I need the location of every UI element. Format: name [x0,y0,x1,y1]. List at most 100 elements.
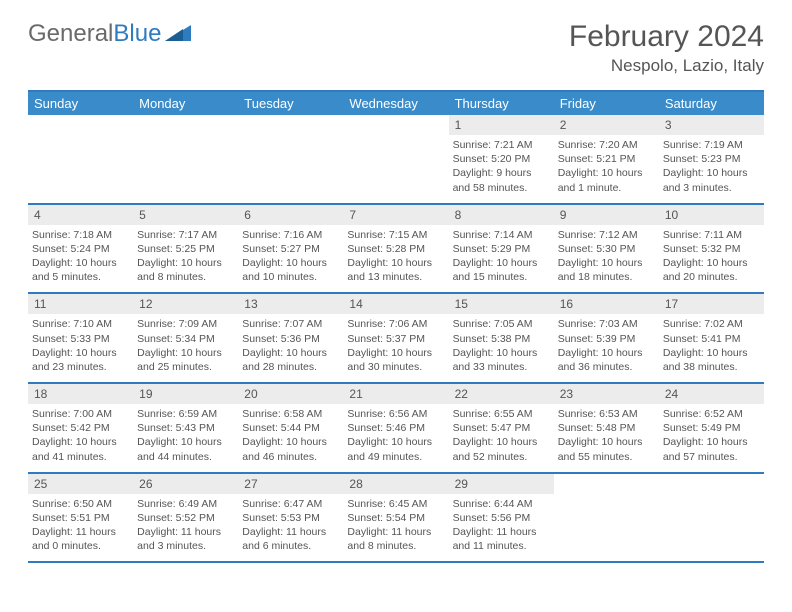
daylight-text: Daylight: 10 hours and 15 minutes. [453,256,550,284]
day-cell: 10Sunrise: 7:11 AMSunset: 5:32 PMDayligh… [659,205,764,293]
day-number: 3 [659,115,764,135]
day-number: 8 [449,205,554,225]
daylight-text: Daylight: 11 hours and 8 minutes. [347,525,444,553]
daylight-text: Daylight: 11 hours and 11 minutes. [453,525,550,553]
day-details: Sunrise: 6:52 AMSunset: 5:49 PMDaylight:… [659,404,764,472]
sunrise-text: Sunrise: 7:00 AM [32,407,129,421]
daylight-text: Daylight: 11 hours and 6 minutes. [242,525,339,553]
day-details: Sunrise: 6:53 AMSunset: 5:48 PMDaylight:… [554,404,659,472]
sunset-text: Sunset: 5:53 PM [242,511,339,525]
day-details: Sunrise: 7:15 AMSunset: 5:28 PMDaylight:… [343,225,448,293]
sunrise-text: Sunrise: 6:45 AM [347,497,444,511]
sunset-text: Sunset: 5:21 PM [558,152,655,166]
sunrise-text: Sunrise: 6:55 AM [453,407,550,421]
sunset-text: Sunset: 5:30 PM [558,242,655,256]
sunset-text: Sunset: 5:37 PM [347,332,444,346]
day-details: Sunrise: 7:18 AMSunset: 5:24 PMDaylight:… [28,225,133,293]
sunrise-text: Sunrise: 6:44 AM [453,497,550,511]
day-header: Saturday [659,92,764,115]
day-cell [133,115,238,203]
sunset-text: Sunset: 5:24 PM [32,242,129,256]
sunrise-text: Sunrise: 7:12 AM [558,228,655,242]
sunset-text: Sunset: 5:48 PM [558,421,655,435]
day-header: Wednesday [343,92,448,115]
day-number: 4 [28,205,133,225]
daylight-text: Daylight: 10 hours and 13 minutes. [347,256,444,284]
day-cell: 27Sunrise: 6:47 AMSunset: 5:53 PMDayligh… [238,474,343,562]
day-cell [659,474,764,562]
location: Nespolo, Lazio, Italy [569,56,764,76]
daylight-text: Daylight: 10 hours and 49 minutes. [347,435,444,463]
sunset-text: Sunset: 5:33 PM [32,332,129,346]
day-cell: 5Sunrise: 7:17 AMSunset: 5:25 PMDaylight… [133,205,238,293]
day-details: Sunrise: 7:06 AMSunset: 5:37 PMDaylight:… [343,314,448,382]
day-number: 20 [238,384,343,404]
sunrise-text: Sunrise: 6:47 AM [242,497,339,511]
daylight-text: Daylight: 10 hours and 38 minutes. [663,346,760,374]
daylight-text: Daylight: 10 hours and 10 minutes. [242,256,339,284]
day-cell: 1Sunrise: 7:21 AMSunset: 5:20 PMDaylight… [449,115,554,203]
daylight-text: Daylight: 10 hours and 36 minutes. [558,346,655,374]
day-number: 22 [449,384,554,404]
week-row: 1Sunrise: 7:21 AMSunset: 5:20 PMDaylight… [28,115,764,205]
daylight-text: Daylight: 9 hours and 58 minutes. [453,166,550,194]
day-details: Sunrise: 7:09 AMSunset: 5:34 PMDaylight:… [133,314,238,382]
logo: GeneralBlue [28,20,191,48]
day-cell: 26Sunrise: 6:49 AMSunset: 5:52 PMDayligh… [133,474,238,562]
sunset-text: Sunset: 5:27 PM [242,242,339,256]
day-number: 1 [449,115,554,135]
sunset-text: Sunset: 5:32 PM [663,242,760,256]
day-details: Sunrise: 7:00 AMSunset: 5:42 PMDaylight:… [28,404,133,472]
day-number: 5 [133,205,238,225]
day-cell: 7Sunrise: 7:15 AMSunset: 5:28 PMDaylight… [343,205,448,293]
sunset-text: Sunset: 5:47 PM [453,421,550,435]
day-cell: 28Sunrise: 6:45 AMSunset: 5:54 PMDayligh… [343,474,448,562]
sunrise-text: Sunrise: 6:52 AM [663,407,760,421]
day-cell: 19Sunrise: 6:59 AMSunset: 5:43 PMDayligh… [133,384,238,472]
day-cell: 16Sunrise: 7:03 AMSunset: 5:39 PMDayligh… [554,294,659,382]
day-details: Sunrise: 7:07 AMSunset: 5:36 PMDaylight:… [238,314,343,382]
sunset-text: Sunset: 5:28 PM [347,242,444,256]
day-number: 23 [554,384,659,404]
day-number: 19 [133,384,238,404]
calendar: SundayMondayTuesdayWednesdayThursdayFrid… [28,90,764,563]
sunrise-text: Sunrise: 7:17 AM [137,228,234,242]
day-cell: 14Sunrise: 7:06 AMSunset: 5:37 PMDayligh… [343,294,448,382]
sunset-text: Sunset: 5:23 PM [663,152,760,166]
day-number: 6 [238,205,343,225]
day-number: 29 [449,474,554,494]
day-cell: 4Sunrise: 7:18 AMSunset: 5:24 PMDaylight… [28,205,133,293]
day-cell: 20Sunrise: 6:58 AMSunset: 5:44 PMDayligh… [238,384,343,472]
sunrise-text: Sunrise: 7:02 AM [663,317,760,331]
sunset-text: Sunset: 5:44 PM [242,421,339,435]
sunrise-text: Sunrise: 7:03 AM [558,317,655,331]
daylight-text: Daylight: 10 hours and 8 minutes. [137,256,234,284]
day-header: Tuesday [238,92,343,115]
day-details: Sunrise: 6:50 AMSunset: 5:51 PMDaylight:… [28,494,133,562]
day-details: Sunrise: 7:19 AMSunset: 5:23 PMDaylight:… [659,135,764,203]
day-header-row: SundayMondayTuesdayWednesdayThursdayFrid… [28,92,764,115]
sunset-text: Sunset: 5:43 PM [137,421,234,435]
daylight-text: Daylight: 10 hours and 41 minutes. [32,435,129,463]
sunset-text: Sunset: 5:38 PM [453,332,550,346]
day-cell: 18Sunrise: 7:00 AMSunset: 5:42 PMDayligh… [28,384,133,472]
day-cell: 11Sunrise: 7:10 AMSunset: 5:33 PMDayligh… [28,294,133,382]
day-details: Sunrise: 6:56 AMSunset: 5:46 PMDaylight:… [343,404,448,472]
sunrise-text: Sunrise: 7:20 AM [558,138,655,152]
day-details: Sunrise: 7:03 AMSunset: 5:39 PMDaylight:… [554,314,659,382]
day-cell [343,115,448,203]
daylight-text: Daylight: 10 hours and 46 minutes. [242,435,339,463]
sunset-text: Sunset: 5:29 PM [453,242,550,256]
day-details: Sunrise: 6:44 AMSunset: 5:56 PMDaylight:… [449,494,554,562]
daylight-text: Daylight: 10 hours and 3 minutes. [663,166,760,194]
sunrise-text: Sunrise: 7:07 AM [242,317,339,331]
daylight-text: Daylight: 10 hours and 5 minutes. [32,256,129,284]
day-details: Sunrise: 6:55 AMSunset: 5:47 PMDaylight:… [449,404,554,472]
week-row: 25Sunrise: 6:50 AMSunset: 5:51 PMDayligh… [28,474,764,564]
daylight-text: Daylight: 10 hours and 33 minutes. [453,346,550,374]
day-cell: 17Sunrise: 7:02 AMSunset: 5:41 PMDayligh… [659,294,764,382]
sunrise-text: Sunrise: 7:14 AM [453,228,550,242]
sunset-text: Sunset: 5:46 PM [347,421,444,435]
day-details: Sunrise: 7:02 AMSunset: 5:41 PMDaylight:… [659,314,764,382]
sunrise-text: Sunrise: 7:19 AM [663,138,760,152]
